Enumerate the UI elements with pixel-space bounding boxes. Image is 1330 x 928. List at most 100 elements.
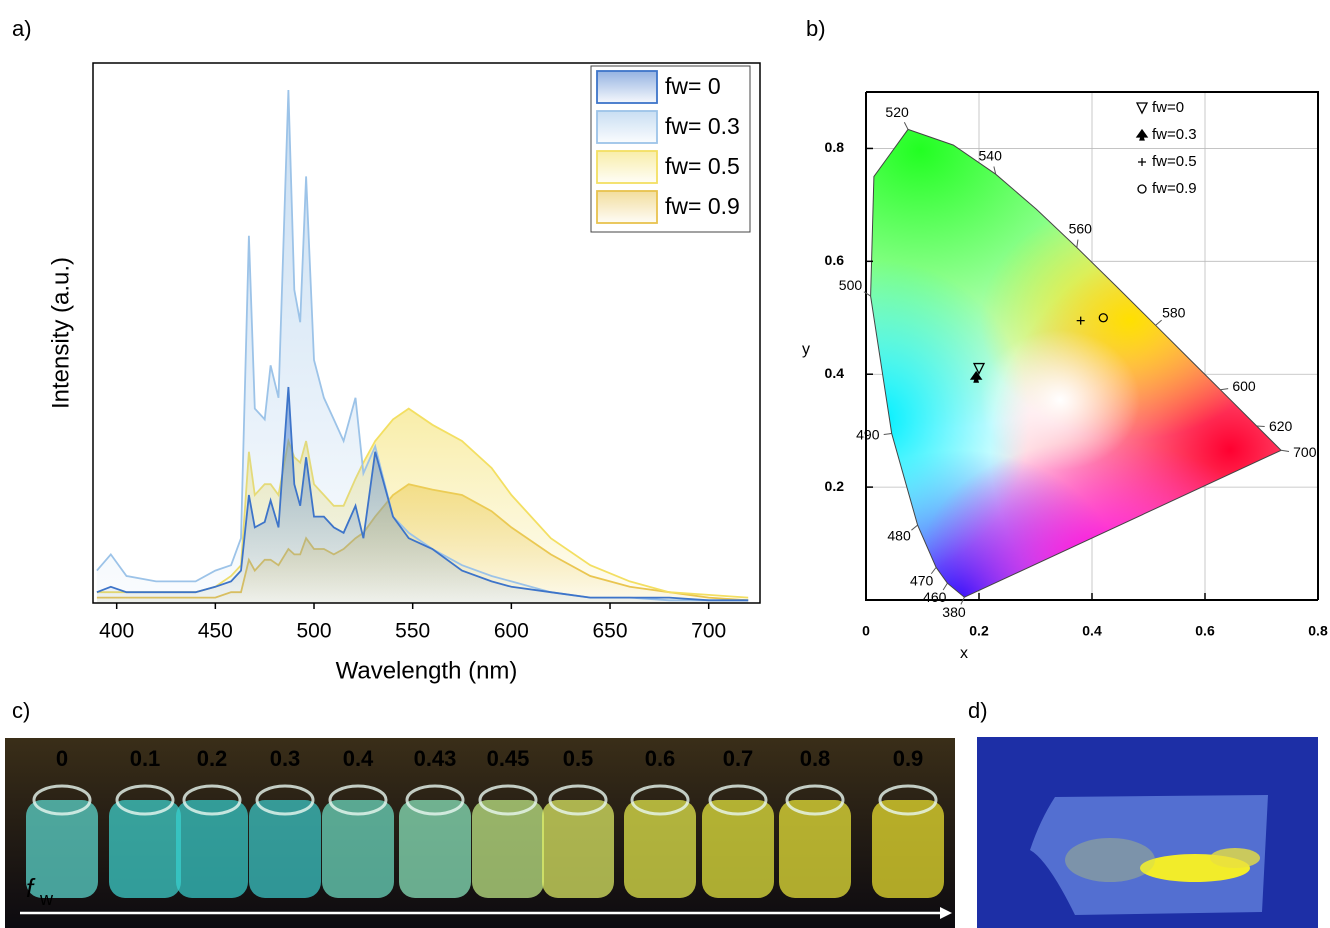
legend-label: fw=0.3 bbox=[1152, 126, 1197, 143]
locus-tick bbox=[883, 432, 892, 435]
vial-label: 0.9 bbox=[893, 746, 924, 771]
vial-neck bbox=[32, 784, 92, 816]
series-line bbox=[96, 386, 749, 602]
marker bbox=[1076, 316, 1085, 325]
vial-label: 0.2 bbox=[197, 746, 228, 771]
vial-neck bbox=[328, 784, 388, 816]
marker bbox=[1137, 184, 1147, 194]
vial-neck bbox=[115, 784, 175, 816]
x-axis-label: x bbox=[960, 645, 968, 662]
vial-label: 0.8 bbox=[800, 746, 831, 771]
vial bbox=[624, 800, 696, 898]
locus-tick bbox=[911, 524, 918, 531]
paper bbox=[1030, 795, 1268, 915]
locus-label: 620 bbox=[1269, 418, 1293, 434]
x-tick-label: 500 bbox=[296, 620, 331, 643]
y-axis-label: Intensity (a.u.) bbox=[47, 257, 74, 409]
vial-label: 0.45 bbox=[487, 746, 530, 771]
locus-label: 460 bbox=[923, 589, 947, 605]
x-tick-label: 0.8 bbox=[1308, 623, 1328, 639]
vial-neck bbox=[630, 784, 690, 816]
vial-neck bbox=[478, 784, 538, 816]
legend-swatch bbox=[596, 150, 658, 184]
locus-label: 560 bbox=[1069, 220, 1093, 236]
photo-d bbox=[977, 737, 1318, 928]
panel-label: b) bbox=[806, 16, 826, 41]
vial bbox=[26, 800, 98, 898]
x-tick-label: 0.2 bbox=[969, 623, 989, 639]
legend-label: fw=0.5 bbox=[1152, 153, 1197, 170]
locus-label: 520 bbox=[885, 104, 909, 120]
marker bbox=[972, 362, 986, 376]
arrow-label-sub: w bbox=[39, 889, 54, 909]
locus-label: 380 bbox=[942, 604, 966, 620]
vial-label: 0 bbox=[56, 746, 68, 771]
vial-label: 0.1 bbox=[130, 746, 161, 771]
legend-label: fw= 0.5 bbox=[665, 153, 740, 179]
legend-label: fw=0 bbox=[1152, 99, 1184, 116]
y-tick-label: 0.2 bbox=[825, 478, 845, 494]
legend-label: fw= 0.3 bbox=[665, 113, 740, 139]
x-tick-label: 600 bbox=[494, 620, 529, 643]
x-tick-label: 700 bbox=[691, 620, 726, 643]
y-tick-label: 0.4 bbox=[825, 365, 845, 381]
locus-tick bbox=[960, 596, 965, 605]
locus-tick bbox=[1220, 388, 1229, 391]
vial bbox=[872, 800, 944, 898]
series-line bbox=[96, 89, 749, 602]
photo-c: 0 0.1 0.2 0.3 0.4 0.43 0.45 0.5 0.6 0.7 0.8 0.9 f w bbox=[5, 738, 955, 928]
chart-a: 400 450 500 550 600 650 700 Wavelength (nm) Inte… bbox=[47, 62, 761, 684]
locus-label: 580 bbox=[1162, 304, 1186, 320]
x-tick-label: 650 bbox=[593, 620, 628, 643]
panel-label: d) bbox=[968, 698, 988, 723]
legend-swatch bbox=[596, 110, 658, 144]
vial bbox=[542, 800, 614, 898]
powder-specks bbox=[1065, 838, 1155, 882]
vial bbox=[472, 800, 544, 898]
powder bbox=[1210, 848, 1260, 868]
marker bbox=[1138, 158, 1146, 166]
vial-neck bbox=[405, 784, 465, 816]
locus-tick bbox=[903, 122, 909, 130]
vial bbox=[109, 800, 181, 898]
legend-label: fw= 0.9 bbox=[665, 193, 740, 219]
y-tick-label: 0.8 bbox=[825, 139, 845, 155]
panel-label: a) bbox=[12, 16, 32, 41]
vial-label: 0.5 bbox=[563, 746, 594, 771]
panel-label: c) bbox=[12, 698, 30, 723]
x-tick-label: 0.4 bbox=[1082, 623, 1102, 639]
locus-tick bbox=[942, 582, 948, 591]
y-axis-label: y bbox=[802, 341, 810, 358]
vial-label: 0.7 bbox=[723, 746, 754, 771]
vial-label: 0.6 bbox=[645, 746, 676, 771]
locus-label: 540 bbox=[979, 147, 1003, 163]
x-tick-label: 0.6 bbox=[1195, 623, 1215, 639]
locus-tick bbox=[930, 567, 937, 575]
vial bbox=[702, 800, 774, 898]
area-fill bbox=[96, 90, 749, 603]
vial-label: 0.3 bbox=[270, 746, 301, 771]
vial-neck bbox=[708, 784, 768, 816]
vial-neck bbox=[878, 784, 938, 816]
locus-tick bbox=[1281, 449, 1290, 453]
vial bbox=[322, 800, 394, 898]
y-tick-label: 0.6 bbox=[825, 252, 845, 268]
plot-frame bbox=[92, 62, 761, 604]
marker bbox=[1135, 102, 1149, 115]
legend-label: fw=0.9 bbox=[1152, 180, 1197, 197]
locus-label: 500 bbox=[839, 277, 863, 293]
vial-label: 0.4 bbox=[343, 746, 374, 771]
locus-tick bbox=[1076, 239, 1079, 248]
legend-label: fw= 0 bbox=[665, 73, 721, 99]
vial bbox=[249, 800, 321, 898]
vial-neck bbox=[182, 784, 242, 816]
x-tick-label: 400 bbox=[99, 620, 134, 643]
locus-tick bbox=[993, 166, 997, 175]
marker bbox=[1135, 128, 1149, 141]
x-tick-label: 0 bbox=[862, 623, 870, 639]
vial-label: 0.43 bbox=[414, 746, 457, 771]
vial bbox=[176, 800, 248, 898]
vial-neck bbox=[785, 784, 845, 816]
vial-neck bbox=[548, 784, 608, 816]
